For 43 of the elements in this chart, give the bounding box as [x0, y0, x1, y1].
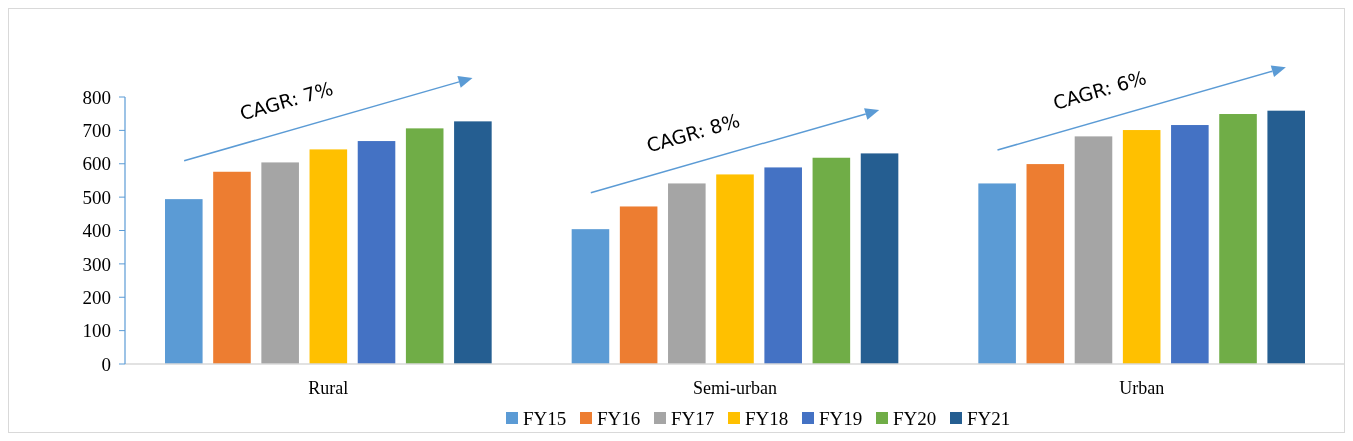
bar	[571, 229, 610, 364]
y-tick-label: 800	[82, 86, 111, 108]
bar	[1074, 136, 1113, 364]
bar	[764, 167, 802, 364]
bar	[978, 183, 1016, 364]
bar	[1122, 130, 1161, 364]
bar	[668, 183, 706, 364]
y-tick-label: 0	[101, 353, 111, 375]
x-tick-label: Semi-urban	[693, 378, 777, 398]
legend-label: FY15	[523, 407, 567, 429]
y-tick-label: 600	[82, 153, 111, 175]
bar	[309, 149, 348, 364]
legend-label: FY21	[967, 407, 1011, 429]
legend-label: FY20	[893, 407, 937, 429]
y-tick-label: 400	[82, 220, 111, 242]
y-tick-label: 700	[82, 120, 111, 142]
bar	[1026, 164, 1065, 364]
bar	[213, 171, 251, 364]
bar	[860, 153, 899, 364]
legend-label: FY19	[819, 407, 863, 429]
y-tick-label: 300	[82, 253, 111, 275]
x-tick-label: Urban	[1119, 378, 1165, 398]
bar	[716, 174, 754, 364]
bar	[1219, 114, 1257, 364]
annotation: CAGR: 7%	[237, 76, 336, 125]
legend-label: FY18	[745, 407, 789, 429]
y-tick-label: 100	[82, 320, 111, 342]
bar	[261, 162, 299, 364]
bar	[812, 157, 851, 364]
bar	[1267, 110, 1305, 364]
bar	[1171, 125, 1209, 364]
y-tick-label: 500	[82, 186, 111, 208]
bar	[357, 141, 396, 364]
annotation: CAGR: 8%	[643, 108, 743, 157]
legend-label: FY16	[597, 407, 641, 429]
x-tick-label: Rural	[308, 378, 349, 398]
bar	[165, 199, 203, 364]
bar	[454, 121, 492, 364]
legend-label: FY17	[671, 407, 715, 429]
bar	[619, 206, 658, 364]
annotation: CAGR: 6%	[1050, 66, 1149, 114]
bar	[405, 128, 444, 364]
y-tick-label: 200	[82, 286, 111, 308]
